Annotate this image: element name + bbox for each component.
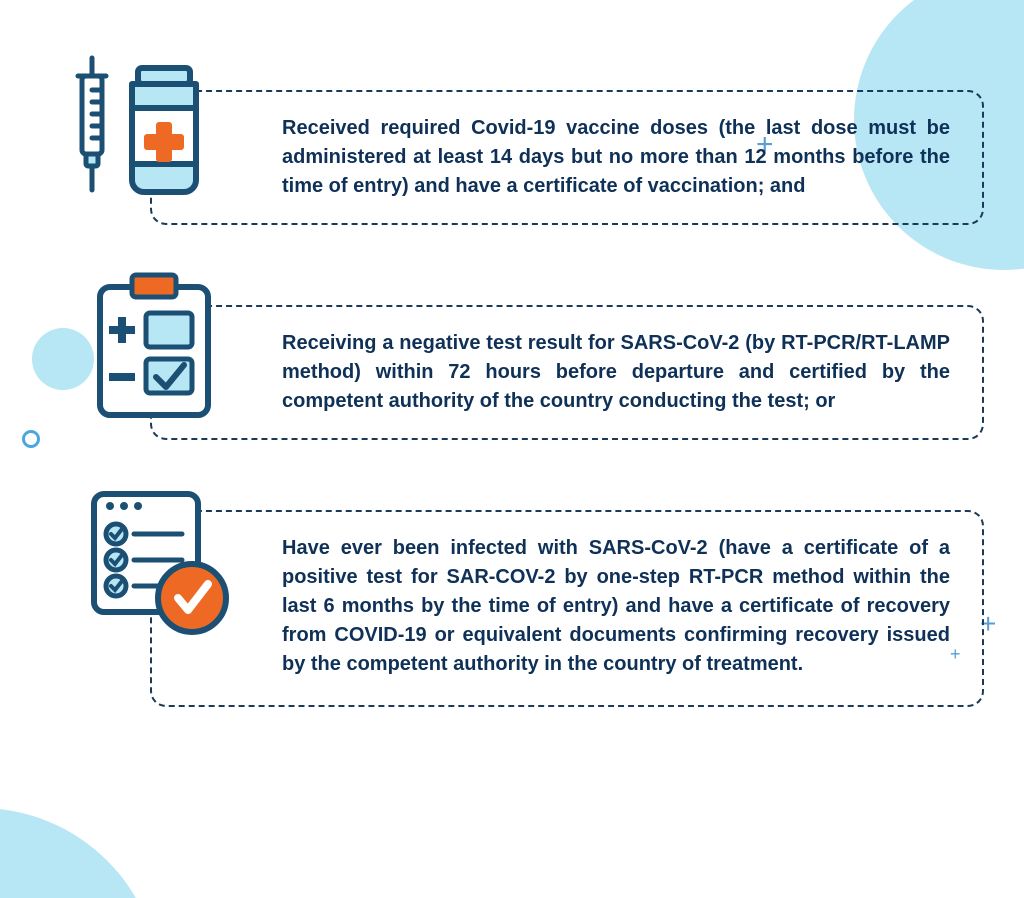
clipboard-icon [60,265,260,425]
requirement-box: Have ever been infected with SARS-CoV-2 … [150,510,984,707]
requirement-box: Received required Covid-19 vaccine doses… [150,90,984,225]
infographic-page: Received required Covid-19 vaccine doses… [0,90,1024,898]
requirement-vaccine: Received required Covid-19 vaccine doses… [150,90,984,225]
requirement-text: Received required Covid-19 vaccine doses… [282,114,950,201]
requirement-recovery: Have ever been infected with SARS-CoV-2 … [150,510,984,707]
requirement-test: Receiving a negative test result for SAR… [150,305,984,440]
requirement-text: Have ever been infected with SARS-CoV-2 … [282,534,950,679]
requirement-box: Receiving a negative test result for SAR… [150,305,984,440]
requirement-text: Receiving a negative test result for SAR… [282,329,950,416]
vaccine-icon [60,50,260,210]
checklist-icon [60,480,260,640]
